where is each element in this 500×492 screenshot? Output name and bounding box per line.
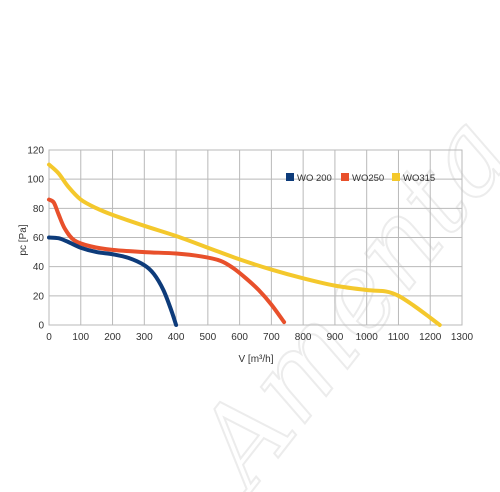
x-tick-label: 1100 bbox=[388, 332, 410, 343]
legend-label-wo250: WO250 bbox=[352, 173, 384, 184]
x-tick-label: 1000 bbox=[356, 332, 379, 343]
x-tick-label: 1300 bbox=[451, 332, 474, 343]
x-axis-title: V [m³/h] bbox=[238, 354, 273, 365]
x-tick-label: 500 bbox=[200, 332, 217, 343]
x-tick-label: 100 bbox=[72, 332, 89, 343]
legend: WO 200 WO250 WO315 bbox=[286, 173, 435, 184]
legend-swatch-wo200 bbox=[286, 173, 294, 181]
x-tick-label: 200 bbox=[104, 332, 121, 343]
tick-labels: 0 100 200 300 400 500 600 700 800 900 1000 1100 1200… bbox=[27, 146, 473, 344]
series-line-wo250 bbox=[47, 197, 287, 325]
y-tick-label: 120 bbox=[27, 146, 44, 157]
y-axis-title: pc [Pa] bbox=[18, 224, 29, 255]
y-tick-label: 40 bbox=[33, 262, 45, 273]
x-tick-label: 600 bbox=[231, 332, 248, 343]
y-tick-label: 100 bbox=[27, 175, 44, 186]
x-tick-label: 1200 bbox=[419, 332, 442, 343]
legend-swatch-wo250 bbox=[341, 173, 349, 181]
x-tick-label: 0 bbox=[46, 332, 52, 343]
legend-swatch-wo315 bbox=[392, 173, 400, 181]
legend-label-wo200: WO 200 bbox=[297, 173, 332, 184]
x-tick-label: 300 bbox=[136, 332, 153, 343]
y-tick-label: 80 bbox=[33, 204, 45, 215]
legend-label-wo315: WO315 bbox=[403, 173, 435, 184]
watermark-logo: Amenta bbox=[165, 91, 500, 492]
series-line-wo315 bbox=[47, 162, 442, 327]
series-layer bbox=[47, 162, 442, 327]
series-line-wo200 bbox=[47, 235, 179, 327]
y-tick-label: 60 bbox=[33, 233, 45, 244]
x-tick-label: 700 bbox=[263, 332, 280, 343]
x-tick-label: 400 bbox=[168, 332, 185, 343]
y-tick-label: 20 bbox=[33, 291, 45, 302]
x-tick-label: 900 bbox=[327, 332, 344, 343]
x-tick-label: 800 bbox=[295, 332, 312, 343]
y-tick-label: 0 bbox=[38, 321, 44, 332]
